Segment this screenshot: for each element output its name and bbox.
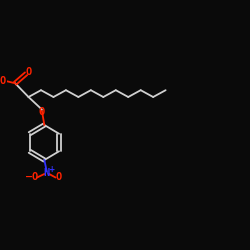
Text: O: O: [32, 172, 38, 182]
Text: O: O: [55, 172, 61, 182]
Text: +: +: [48, 166, 54, 174]
Text: O: O: [0, 76, 5, 86]
Text: O: O: [39, 107, 45, 117]
Text: N: N: [44, 168, 50, 178]
Text: O: O: [26, 68, 32, 78]
Text: −: −: [25, 172, 33, 182]
